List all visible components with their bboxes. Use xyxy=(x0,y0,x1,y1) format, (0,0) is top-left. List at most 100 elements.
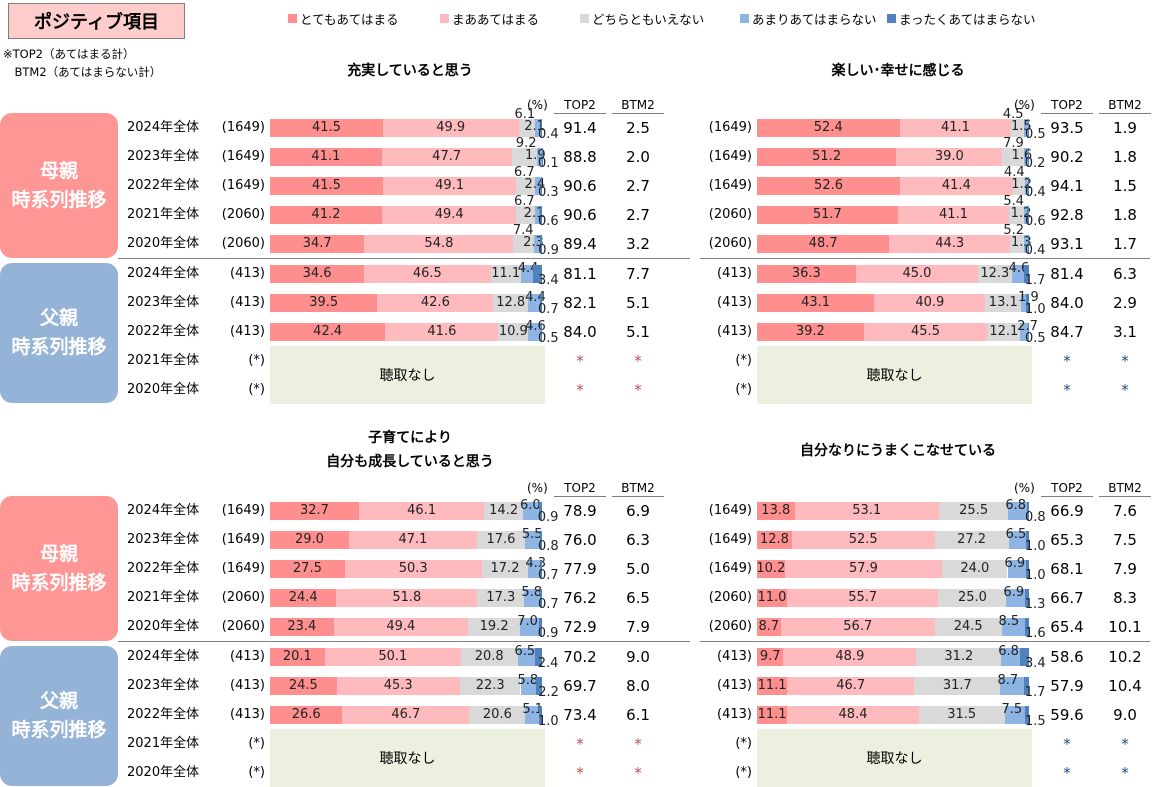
legend-item: まああてはまる xyxy=(440,9,539,28)
bar-value-label: 20.8 xyxy=(469,650,509,664)
bar-value-label: 25.0 xyxy=(952,591,992,605)
group-separator xyxy=(700,258,1150,259)
row-sample-size: (413) xyxy=(692,649,752,665)
bar-value-label: 0.8 xyxy=(538,540,559,554)
bar-value-label: 1.3 xyxy=(1025,598,1046,612)
row-top2-value: 81.4 xyxy=(1037,266,1097,282)
row-btm2-value: 10.1 xyxy=(1095,619,1153,635)
row-top2-value: 93.5 xyxy=(1037,120,1097,136)
bar-value-label: 0.7 xyxy=(538,303,559,317)
row-btm2-value: 3.1 xyxy=(1095,324,1153,340)
legend-swatch xyxy=(440,14,449,23)
row-year-label: 2021年全体 xyxy=(127,736,199,752)
bar-value-label: 25.5 xyxy=(954,504,994,518)
bar-value-label: 45.0 xyxy=(897,267,937,281)
bar-value-label: 31.7 xyxy=(937,679,977,693)
btm2-header: BTM2 xyxy=(612,480,664,497)
row-top2-value: 90.2 xyxy=(1037,149,1097,165)
bar-value-label: 48.4 xyxy=(833,708,873,722)
bar-value-label: 39.0 xyxy=(929,150,969,164)
row-top2-value: 65.4 xyxy=(1037,619,1097,635)
row-sample-size: (*) xyxy=(205,765,265,781)
legend-label: とてもあてはまる xyxy=(300,9,399,28)
bar-value-label: 34.6 xyxy=(297,267,337,281)
bar-value-label: 32.7 xyxy=(294,504,334,518)
row-btm2-value: 3.2 xyxy=(608,236,668,252)
bar-value-label: 0.9 xyxy=(538,627,559,641)
bar-value-label: 39.2 xyxy=(790,325,830,339)
row-sample-size: (2060) xyxy=(692,619,752,635)
bar-value-label: 11.1 xyxy=(752,679,792,693)
row-top2-value: * xyxy=(550,353,610,369)
row-top2-value: 73.4 xyxy=(550,707,610,723)
bar-value-label: 41.1 xyxy=(935,121,975,135)
bar-value-label: 0.5 xyxy=(1025,128,1046,142)
bar-value-label: 45.3 xyxy=(378,679,418,693)
bar-value-label: 24.0 xyxy=(955,562,995,576)
row-btm2-value: * xyxy=(608,382,668,398)
bar-value-label: 0.8 xyxy=(1025,511,1046,525)
row-year-label: 2024年全体 xyxy=(127,120,199,136)
row-sample-size: (2060) xyxy=(205,619,265,635)
row-sample-size: (1649) xyxy=(692,149,752,165)
no-data-box: 聴取なし xyxy=(270,346,545,404)
panel-title: 楽しい･幸せに感じる xyxy=(748,59,1048,83)
bar-value-label: 2.2 xyxy=(538,686,559,700)
bar-value-label: 50.3 xyxy=(393,562,433,576)
bar-value-label: 43.1 xyxy=(796,296,836,310)
row-top2-value: * xyxy=(550,736,610,752)
bar-value-label: 0.6 xyxy=(1025,215,1046,229)
row-top2-value: 66.7 xyxy=(1037,590,1097,606)
group-separator xyxy=(700,641,1150,642)
row-sample-size: (1649) xyxy=(205,561,265,577)
bar-value-label: 8.5 xyxy=(999,615,1020,629)
bar-value-label: 40.9 xyxy=(910,296,950,310)
bar-value-label: 1.6 xyxy=(1025,627,1046,641)
row-btm2-value: 6.5 xyxy=(608,590,668,606)
row-top2-value: 59.6 xyxy=(1037,707,1097,723)
top2-header: TOP2 xyxy=(1041,480,1093,497)
row-btm2-value: 10.4 xyxy=(1095,678,1153,694)
stacked-bar: 39.245.512.12.70.5 xyxy=(757,323,1029,341)
row-sample-size: (1649) xyxy=(692,561,752,577)
row-btm2-value: 8.3 xyxy=(1095,590,1153,606)
row-sample-size: (413) xyxy=(692,678,752,694)
bar-value-label: 52.5 xyxy=(843,533,883,547)
bar-value-label: 41.4 xyxy=(936,179,976,193)
bar-value-label: 1.7 xyxy=(1025,274,1046,288)
btm2-header: BTM2 xyxy=(1099,480,1151,497)
bar-value-label: 27.2 xyxy=(952,533,992,547)
bar-value-label: 31.2 xyxy=(939,650,979,664)
row-sample-size: (*) xyxy=(205,382,265,398)
row-btm2-value: 8.0 xyxy=(608,678,668,694)
row-top2-value: 69.7 xyxy=(550,678,610,694)
bar-value-label: 17.3 xyxy=(481,591,521,605)
bar-value-label: 0.7 xyxy=(538,569,559,583)
bar-value-label: 0.9 xyxy=(538,244,559,258)
legend-swatch xyxy=(740,14,749,23)
bar-value-label: 46.1 xyxy=(402,504,442,518)
row-top2-value: 92.8 xyxy=(1037,207,1097,223)
row-btm2-value: 9.0 xyxy=(608,649,668,665)
row-top2-value: * xyxy=(550,765,610,781)
bar-value-label: 51.7 xyxy=(807,208,847,222)
bar-value-label: 24.5 xyxy=(948,620,988,634)
row-sample-size: (413) xyxy=(205,266,265,282)
row-btm2-value: 2.0 xyxy=(608,149,668,165)
bar-value-label: 44.3 xyxy=(930,237,970,251)
row-year-label: 2021年全体 xyxy=(127,353,199,369)
row-top2-value: 93.1 xyxy=(1037,236,1097,252)
bar-value-label: 42.4 xyxy=(308,325,348,339)
row-top2-value: 76.0 xyxy=(550,532,610,548)
panel-title: 充実していると思う xyxy=(260,59,560,83)
